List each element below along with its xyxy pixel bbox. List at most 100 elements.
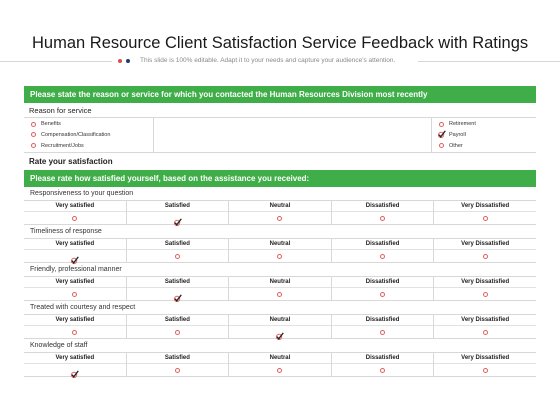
rating-option-radio-icon[interactable] [72,291,78,297]
rating-option[interactable]: Satisfied [126,277,230,302]
reason-option[interactable]: Payroll [437,130,536,140]
rating-option[interactable]: Satisfied [126,353,230,376]
rating-option-radio-icon[interactable] [72,215,78,221]
rating-option[interactable]: Satisfied [126,315,230,338]
rating-option-mark[interactable] [229,364,331,376]
reason-options: Benefits Compensation/Classification Recru… [24,117,536,153]
rating-option-mark[interactable] [24,288,126,300]
rating-option-radio-icon[interactable] [482,291,488,297]
rating-option-radio-icon[interactable] [482,367,488,373]
rating-option-checked-icon[interactable] [70,252,80,264]
rating-option-mark[interactable] [24,364,126,378]
rating-option[interactable]: Very satisfied [24,201,127,224]
rating-option[interactable]: Neutral [229,277,332,300]
rating-option[interactable]: Dissatisfied [331,353,435,376]
rating-option[interactable]: Very satisfied [24,353,127,378]
rating-option-radio-icon[interactable] [380,329,386,335]
rating-option-mark[interactable] [127,364,229,376]
rating-option-mark[interactable] [332,326,434,338]
rating-option-mark[interactable] [127,250,229,262]
rating-option[interactable]: Satisfied [126,239,230,262]
rating-option-mark[interactable] [434,326,536,338]
reason-option-radio-icon[interactable] [439,121,444,127]
rating-option[interactable]: Neutral [229,201,332,224]
rating-option[interactable]: Neutral [229,315,332,340]
reason-option-radio-icon[interactable] [31,121,36,127]
rating-option[interactable]: Dissatisfied [331,201,435,224]
rating-option-label: Very Dissatisfied [434,239,536,250]
rating-questions: Responsiveness to your question Very sati… [24,187,536,378]
rating-option-radio-icon[interactable] [277,253,283,259]
rating-option[interactable]: Dissatisfied [331,315,435,338]
rating-option-radio-icon[interactable] [380,253,386,259]
reason-option-radio-icon[interactable] [439,143,444,149]
reason-option[interactable]: Benefits [31,119,153,129]
rating-option-mark[interactable] [229,250,331,262]
rating-option-mark[interactable] [24,250,126,264]
reason-option-checked-icon[interactable] [437,130,446,139]
rating-option-label: Very Dissatisfied [434,353,536,364]
reason-option-radio-icon[interactable] [31,143,36,149]
rating-option-checked-icon[interactable] [173,290,182,302]
rating-option[interactable]: Very satisfied [24,277,127,300]
rating-option-checked-icon[interactable] [70,366,80,378]
rating-option[interactable]: Neutral [229,239,332,262]
rating-option-mark[interactable] [332,212,434,224]
rating-option[interactable]: Very Dissatisfied [434,201,536,224]
rating-option-radio-icon[interactable] [380,291,386,297]
rating-option-mark[interactable] [127,212,229,226]
reason-option[interactable]: Other [439,141,536,151]
reason-option-label: Benefits [41,121,61,128]
reason-option[interactable]: Recruitment/Jobs [31,141,153,151]
rating-option-mark[interactable] [127,288,229,302]
rating-option[interactable]: Very Dissatisfied [434,315,536,338]
rating-option-mark[interactable] [434,212,536,224]
rating-option-label: Neutral [229,201,331,212]
rating-option-mark[interactable] [434,250,536,262]
page-subtitle: This slide is 100% editable. Adapt it to… [140,57,396,64]
rating-option-mark[interactable] [332,250,434,262]
reason-option-radio-icon[interactable] [31,132,36,138]
rating-option-mark[interactable] [24,212,126,224]
rating-option[interactable]: Satisfied [126,201,230,226]
rating-question-label: Treated with courtesy and respect [30,304,136,311]
reason-option[interactable]: Retirement [439,119,536,129]
rating-option[interactable]: Dissatisfied [331,277,435,300]
rating-option-radio-icon[interactable] [277,367,283,373]
rating-option-mark[interactable] [127,326,229,338]
rating-option[interactable]: Very Dissatisfied [434,277,536,300]
rating-option-radio-icon[interactable] [174,253,180,259]
title-divider-right [418,61,560,62]
rating-option-radio-icon[interactable] [380,367,386,373]
rating-question-label: Timeliness of response [30,228,102,235]
rating-option[interactable]: Neutral [229,353,332,376]
rating-option-label: Satisfied [126,315,229,326]
rating-option[interactable]: Very satisfied [24,315,127,338]
rating-option-label: Dissatisfied [331,315,434,326]
rating-option-mark[interactable] [332,288,434,300]
rating-option-radio-icon[interactable] [174,329,180,335]
rating-option-mark[interactable] [332,364,434,376]
rating-option-checked-icon[interactable] [275,328,285,340]
rating-option[interactable]: Very Dissatisfied [434,239,536,262]
reason-option[interactable]: Compensation/Classification [31,130,153,140]
rating-option[interactable]: Very satisfied [24,239,127,264]
rating-option-mark[interactable] [434,364,536,376]
rating-option[interactable]: Very Dissatisfied [434,353,536,376]
rating-option-mark[interactable] [229,326,331,340]
rating-option[interactable]: Dissatisfied [331,239,435,262]
rating-option-mark[interactable] [24,326,126,338]
rating-option-mark[interactable] [434,288,536,300]
rating-option-radio-icon[interactable] [482,253,488,259]
rating-option-mark[interactable] [229,288,331,300]
rating-option-radio-icon[interactable] [277,291,283,297]
rating-option-mark[interactable] [229,212,331,224]
rating-option-radio-icon[interactable] [174,367,180,373]
rating-option-radio-icon[interactable] [72,329,78,335]
rating-option-radio-icon[interactable] [482,329,488,335]
title-divider-left [0,61,112,62]
rating-option-radio-icon[interactable] [482,215,488,221]
rating-option-checked-icon[interactable] [173,214,182,226]
rating-option-radio-icon[interactable] [277,215,283,221]
rating-option-radio-icon[interactable] [380,215,386,221]
